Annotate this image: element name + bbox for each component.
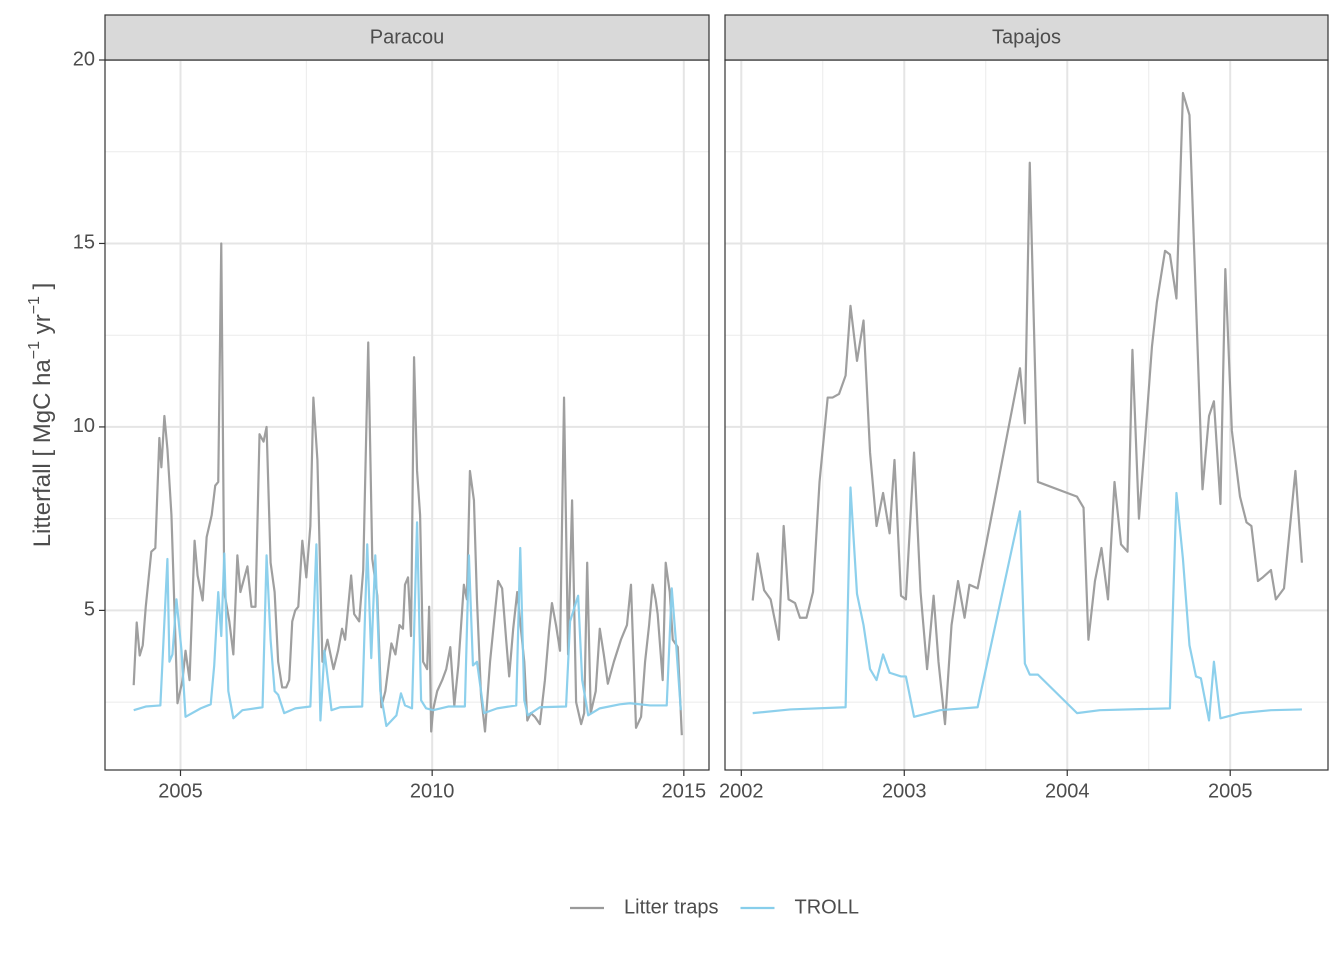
x-tick-label: 2015 — [662, 780, 707, 802]
data-line — [133, 521, 682, 728]
strip — [104, 14, 710, 61]
data-line — [751, 91, 1304, 726]
y-tick-label: 15 — [73, 232, 95, 254]
y-axis-label-part: ] — [29, 283, 56, 296]
legend-label: TROLL — [794, 896, 858, 918]
x-tick-label: 2002 — [719, 780, 764, 802]
data-line — [132, 242, 683, 736]
y-axis-label-superscript: −1 — [26, 296, 43, 314]
x-tick-label: 2004 — [1045, 780, 1090, 802]
y-tick-label: 20 — [73, 48, 95, 70]
y-axis-label: Litterfall [ MgC ha−1 yr−1 ] — [26, 283, 56, 548]
data-line — [752, 486, 1302, 722]
y-tick-label: 10 — [73, 415, 95, 437]
y-axis-label-superscript: −1 — [26, 341, 43, 359]
x-tick-label: 2010 — [410, 780, 455, 802]
x-tick-label: 2005 — [1208, 780, 1253, 802]
strip — [724, 14, 1329, 61]
y-axis-label-part: Litterfall [ MgC ha — [29, 359, 56, 548]
x-tick-label: 2005 — [158, 780, 203, 802]
legend-label: Litter traps — [624, 896, 718, 918]
x-tick-label: 2003 — [882, 780, 927, 802]
y-axis-label-part: yr — [29, 314, 56, 341]
strip-title: Paracou — [370, 26, 445, 48]
y-tick-label: 5 — [84, 599, 95, 621]
strip-title: Tapajos — [992, 26, 1061, 48]
